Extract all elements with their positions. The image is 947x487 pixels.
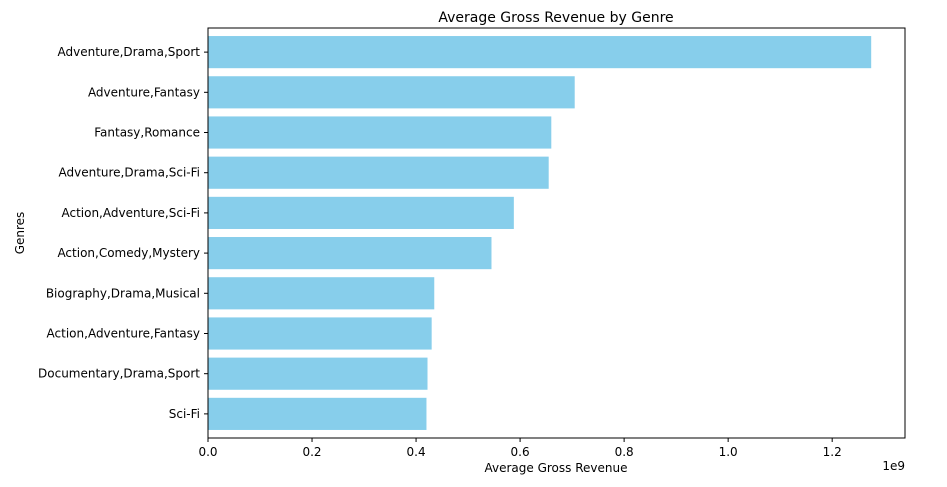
chart-title: Average Gross Revenue by Genre — [438, 10, 673, 26]
bar — [208, 196, 514, 229]
bar — [208, 76, 575, 109]
x-tick-label: 1.0 — [719, 445, 738, 459]
bar — [208, 317, 432, 350]
x-tick-label: 0.4 — [407, 445, 426, 459]
y-tick-label: Adventure,Drama,Sport — [58, 45, 201, 59]
bar — [208, 357, 428, 390]
y-axis-ticks: Adventure,Drama,Sport Adventure,Fantasy Fa… — [38, 45, 208, 421]
x-axis-ticks: 0.0 0.2 0.4 0.6 0.8 1.0 1.2 — [198, 438, 842, 459]
y-tick-label: Fantasy,Romance — [94, 126, 200, 140]
y-axis-label: Genres — [13, 212, 27, 255]
y-tick-label: Sci-Fi — [169, 407, 200, 421]
bar — [208, 237, 492, 270]
x-tick-label: 0.6 — [511, 445, 530, 459]
x-axis-label: Average Gross Revenue — [485, 461, 628, 475]
y-tick-label: Action,Comedy,Mystery — [57, 246, 200, 260]
y-tick-label: Action,Adventure,Fantasy — [47, 326, 200, 340]
x-axis-offset-label: 1e9 — [882, 459, 905, 473]
y-tick-label: Biography,Drama,Musical — [46, 286, 200, 300]
y-tick-label: Adventure,Drama,Sci-Fi — [58, 166, 200, 180]
bar — [208, 397, 427, 430]
x-tick-label: 1.2 — [823, 445, 842, 459]
x-tick-label: 0.0 — [198, 445, 217, 459]
plot-frame — [207, 27, 906, 439]
bars-group — [208, 36, 872, 430]
y-tick-label: Adventure,Fantasy — [88, 85, 200, 99]
bar — [208, 36, 872, 69]
x-tick-label: 0.8 — [615, 445, 634, 459]
x-tick-label: 0.2 — [302, 445, 321, 459]
y-tick-label: Documentary,Drama,Sport — [38, 367, 200, 381]
y-tick-label: Action,Adventure,Sci-Fi — [61, 206, 200, 220]
bar — [208, 277, 435, 310]
bar — [208, 116, 552, 149]
bar — [208, 156, 549, 189]
